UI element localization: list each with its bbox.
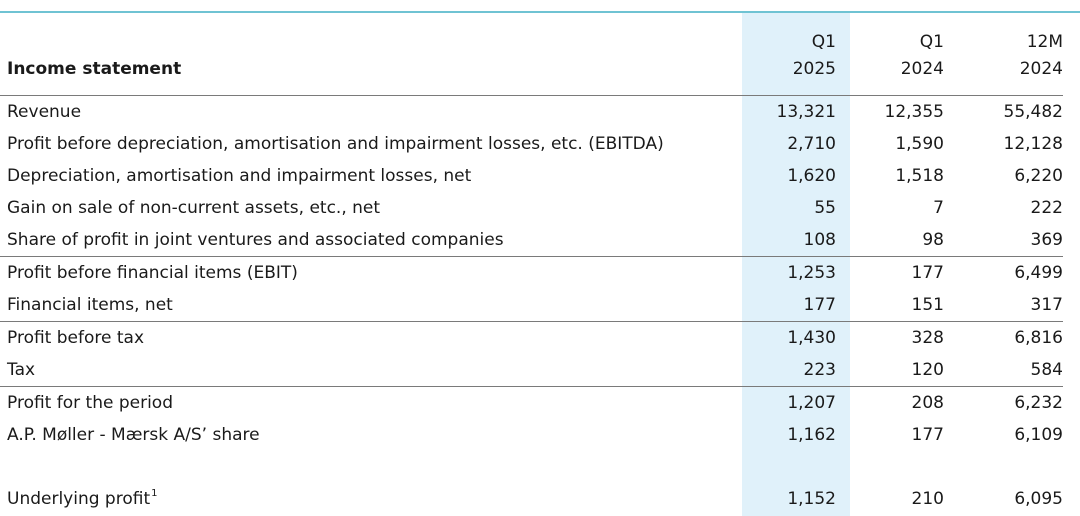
column-header-period: Q1 — [919, 32, 944, 52]
value-12m-2024: 12,128 — [1003, 134, 1063, 154]
header-row: Income statement Q1 2025 Q1 2024 12M 202… — [0, 13, 1063, 96]
column-header-year: 2024 — [900, 59, 944, 79]
value-q1-2024: 120 — [911, 360, 944, 380]
row-profit-before-tax: Profit before tax 1,430 328 6,816 — [0, 321, 1063, 354]
column-header-12m-2024: 12M 2024 — [958, 13, 1063, 96]
value-q1-2025: 223 — [803, 360, 836, 380]
row-label: Financial items, net — [7, 295, 173, 315]
row-label: Tax — [7, 360, 36, 380]
row-label: Profit before depreciation, amortisation… — [7, 134, 664, 154]
value-q1-2025: 1,162 — [787, 425, 836, 445]
value-q1-2024: 177 — [911, 425, 944, 445]
value-q1-2025: 1,430 — [742, 321, 850, 354]
table-title: Income statement — [0, 13, 742, 96]
value-12m-2024: 55,482 — [1003, 102, 1063, 122]
value-q1-2024: 98 — [922, 230, 944, 250]
value-q1-2024: 7 — [933, 198, 944, 218]
value-q1-2025: 1,253 — [742, 256, 850, 289]
value-q1-2024: 1,518 — [895, 166, 944, 186]
value-q1-2025: 1,207 — [742, 386, 850, 419]
column-header-period: Q1 — [811, 32, 836, 52]
top-accent-rule — [0, 11, 1080, 13]
row-revenue: Revenue 13,321 12,355 55,482 — [0, 96, 1063, 129]
row-ebitda: Profit before depreciation, amortisation… — [0, 128, 1063, 160]
row-label: Profit before tax — [0, 321, 742, 354]
spacer-row — [0, 451, 1063, 483]
value-q1-2024: 210 — [911, 489, 944, 509]
value-q1-2025: 177 — [803, 295, 836, 315]
value-12m-2024: 6,220 — [1014, 166, 1063, 186]
value-q1-2024: 12,355 — [884, 102, 944, 122]
value-12m-2024: 6,499 — [958, 256, 1063, 289]
value-12m-2024: 369 — [1030, 230, 1063, 250]
value-12m-2024: 6,816 — [958, 321, 1063, 354]
row-label: Revenue — [7, 102, 82, 122]
income-statement-table: Income statement Q1 2025 Q1 2024 12M 202… — [0, 13, 1063, 515]
value-12m-2024: 317 — [1030, 295, 1063, 315]
value-12m-2024: 6,109 — [1014, 425, 1063, 445]
value-q1-2025: 108 — [803, 230, 836, 250]
row-underlying-profit: Underlying profit1 1,152 210 6,095 — [0, 483, 1063, 515]
row-share-of-profit-jv: Share of profit in joint ventures and as… — [0, 224, 1063, 257]
row-financial-items: Financial items, net 177 151 317 — [0, 289, 1063, 322]
value-q1-2025: 1,620 — [787, 166, 836, 186]
value-12m-2024: 222 — [1030, 198, 1063, 218]
row-depreciation: Depreciation, amortisation and impairmen… — [0, 160, 1063, 192]
value-q1-2025: 1,152 — [787, 489, 836, 509]
row-label: Gain on sale of non-current assets, etc.… — [7, 198, 381, 218]
value-12m-2024: 584 — [1030, 360, 1063, 380]
value-q1-2025: 13,321 — [776, 102, 836, 122]
row-label: A.P. Møller - Mærsk A/S’ share — [7, 425, 260, 445]
row-label: Depreciation, amortisation and impairmen… — [7, 166, 472, 186]
value-q1-2025: 2,710 — [787, 134, 836, 154]
value-12m-2024: 6,095 — [1014, 489, 1063, 509]
column-header-q1-2025: Q1 2025 — [742, 13, 850, 96]
row-label: Profit before financial items (EBIT) — [0, 256, 742, 289]
row-label: Underlying profit1 — [0, 483, 742, 515]
value-q1-2024: 177 — [850, 256, 958, 289]
row-label-text: Underlying profit — [7, 489, 151, 509]
column-header-q1-2024: Q1 2024 — [850, 13, 958, 96]
value-q1-2024: 151 — [911, 295, 944, 315]
row-ebit: Profit before financial items (EBIT) 1,2… — [0, 256, 1063, 289]
value-12m-2024: 6,232 — [958, 386, 1063, 419]
column-header-period: 12M — [1026, 32, 1063, 52]
row-label: Share of profit in joint ventures and as… — [7, 230, 504, 250]
row-label: Profit for the period — [0, 386, 742, 419]
row-tax: Tax 223 120 584 — [0, 354, 1063, 387]
row-gain-on-sale: Gain on sale of non-current assets, etc.… — [0, 192, 1063, 224]
column-header-year: 2024 — [1019, 59, 1063, 79]
value-q1-2024: 328 — [850, 321, 958, 354]
row-maersk-share: A.P. Møller - Mærsk A/S’ share 1,162 177… — [0, 419, 1063, 451]
value-q1-2024: 208 — [850, 386, 958, 419]
column-header-year: 2025 — [792, 59, 836, 79]
row-profit-for-period: Profit for the period 1,207 208 6,232 — [0, 386, 1063, 419]
footnote-marker: 1 — [151, 488, 158, 499]
value-q1-2024: 1,590 — [895, 134, 944, 154]
value-q1-2025: 55 — [814, 198, 836, 218]
